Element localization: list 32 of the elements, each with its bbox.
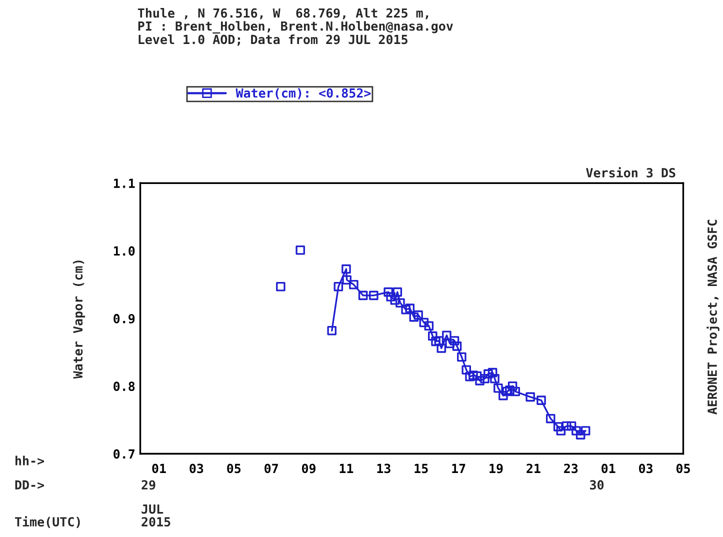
x-tick-label: 13 [377, 464, 390, 474]
text: JUL [142, 504, 164, 514]
text: AERONET Project, NASA GSFC [706, 220, 720, 414]
text: 2015 [142, 517, 170, 527]
x-tick-label: 23 [564, 464, 578, 474]
legend-label: Water(cm): <0.852> [236, 88, 371, 100]
x-tick-label: 05 [676, 464, 690, 474]
y-tick-label: 1.0 [114, 246, 135, 256]
x-tick-label: 19 [490, 464, 503, 474]
y-axis-title: Water Vapor (cm) [72, 260, 86, 379]
x-tick-label: 15 [414, 464, 428, 474]
text: Time(UTC) [15, 516, 80, 528]
y-tick-label: 0.7 [114, 449, 134, 459]
y-tick-label: 0.9 [114, 314, 135, 324]
x-tick-label: 03 [639, 464, 653, 474]
text: 30 [590, 480, 604, 490]
text: DD-> [15, 480, 44, 490]
x-tick-label: 05 [227, 464, 241, 474]
x-tick-label: 09 [302, 464, 316, 474]
x-tick-label: 07 [264, 464, 278, 474]
x-tick-label: 03 [190, 464, 204, 474]
y-tick-label: 0.8 [114, 382, 135, 392]
x-tick-label: 01 [152, 464, 166, 474]
x-tick-label: 21 [526, 464, 540, 473]
x-tick-label: 11 [340, 464, 354, 473]
x-tick-label: 01 [602, 464, 616, 474]
text: Version 3 DS [586, 167, 676, 178]
x-tick-label: 17 [452, 464, 466, 473]
y-tick-label: 1.1 [114, 178, 135, 188]
text: hh-> [16, 456, 44, 466]
text: 29 [142, 480, 156, 490]
chart-title: Thule , N 76.516, W 68.769, Alt 225 m, PI : Brent_Holben, Brent.N.Holben@nasa.gov Level 1.0 AOD; Data from 29 JUL 2015 [138, 8, 453, 46]
